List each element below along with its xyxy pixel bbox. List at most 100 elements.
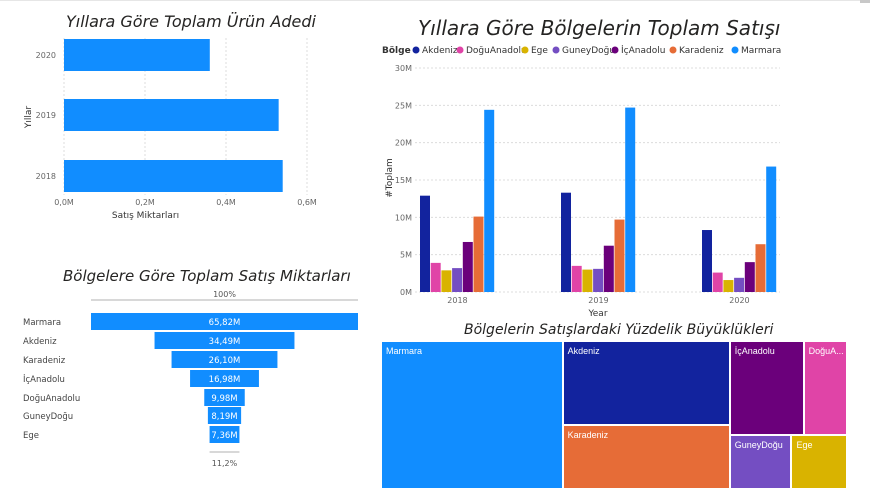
funnel-category-label: Marmara	[23, 318, 61, 328]
top-border	[0, 0, 870, 1]
legend-label-DoğuAnadolu: DoğuAnadolu	[466, 46, 527, 56]
legend-label-İçAnadolu: İçAnadolu	[621, 45, 665, 56]
y-axis-label: Yıllar	[24, 106, 34, 130]
column-GuneyDoğu-2019[interactable]	[593, 268, 604, 292]
column-Akdeniz-2020[interactable]	[702, 230, 712, 292]
y-axis-label: #Toplam	[385, 158, 395, 198]
funnel-chart[interactable]: 100% 65,82M Marmara 34,49M Akdeniz 26,10M Kara…	[0, 283, 370, 473]
column-Karadeniz-2019[interactable]	[614, 219, 625, 292]
bar-2019[interactable]	[64, 99, 279, 131]
treemap-chart-title: Bölgelerin Satışlardaki Yüzdelik Büyüklü…	[464, 322, 774, 338]
column-İçAnadolu-2020[interactable]	[744, 262, 755, 292]
x-axis-label: Satış Miktarları	[112, 211, 179, 221]
y-tick-label: 2018	[36, 172, 56, 181]
legend-marker-GuneyDoğu	[552, 46, 560, 54]
column-Marmara-2020[interactable]	[766, 166, 777, 292]
column-Marmara-2019[interactable]	[625, 107, 636, 292]
column-GuneyDoğu-2020[interactable]	[734, 277, 745, 292]
funnel-value-label: 8,19M	[211, 412, 237, 422]
funnel-bar-GuneyDoğu[interactable]	[207, 407, 242, 424]
legend-label-GuneyDoğu: GuneyDoğu	[562, 46, 615, 56]
column-DoğuAnadolu-2019[interactable]	[571, 265, 582, 292]
treemap-cell-Akdeniz[interactable]: Akdeniz	[562, 341, 730, 426]
funnel-value-label: 16,98M	[209, 375, 241, 385]
funnel-category-label: GuneyDoğu	[23, 412, 73, 422]
column-Akdeniz-2018[interactable]	[420, 195, 430, 292]
x-tick-label: 0,4M	[216, 198, 236, 207]
y-tick-label: 5M	[400, 251, 412, 260]
legend-label-Marmara: Marmara	[741, 46, 781, 56]
x-tick-label: 0,6M	[297, 198, 317, 207]
units-chart-title: Yıllara Göre Toplam Ürün Adedi	[66, 12, 316, 31]
x-tick-label: 0,0M	[54, 198, 74, 207]
x-tick-label: 2020	[729, 296, 749, 305]
funnel-bar-Marmara[interactable]	[91, 313, 358, 330]
funnel-bar-Akdeniz[interactable]	[154, 332, 295, 349]
y-tick-label: 10M	[395, 213, 412, 222]
x-tick-label: 2019	[588, 296, 608, 305]
column-İçAnadolu-2018[interactable]	[462, 241, 473, 292]
funnel-category-label: Akdeniz	[23, 337, 57, 347]
column-Karadeniz-2020[interactable]	[755, 244, 766, 292]
y-tick-label: 30M	[395, 64, 412, 73]
funnel-bottom-percent: 11,2%	[212, 459, 238, 468]
window-handle[interactable]	[860, 0, 870, 3]
treemap-cell-Marmara[interactable]: Marmara	[381, 341, 563, 489]
y-tick-label: 2020	[36, 51, 56, 60]
y-tick-label: 15M	[395, 176, 412, 185]
treemap-label: Ege	[796, 439, 813, 450]
legend-label-Akdeniz: Akdeniz	[422, 46, 458, 56]
x-tick-label: 0,2M	[135, 198, 155, 207]
treemap-cell-Ege[interactable]: Ege	[791, 434, 847, 489]
treemap-label: DoğuA...	[808, 346, 844, 356]
treemap-label: İçAnadolu	[734, 346, 775, 356]
treemap-cell-Karadeniz[interactable]: Karadeniz	[562, 425, 730, 489]
x-axis-label: Year	[587, 309, 607, 319]
y-tick-label: 0M	[400, 288, 412, 297]
funnel-value-label: 65,82M	[209, 318, 241, 328]
treemap-label: Karadeniz	[567, 430, 609, 441]
treemap-label: GuneyDoğu	[734, 439, 783, 450]
column-Ege-2018[interactable]	[441, 270, 452, 292]
treemap-chart[interactable]: Marmara Akdeniz Karadeniz İçAnadolu DoğuA...…	[381, 341, 847, 489]
column-Akdeniz-2019[interactable]	[561, 192, 571, 292]
funnel-bar-Karadeniz[interactable]	[171, 351, 278, 368]
funnel-bar-Ege[interactable]	[209, 426, 240, 443]
column-Ege-2020[interactable]	[723, 280, 734, 292]
legend-marker-Ege	[521, 46, 529, 54]
column-Karadeniz-2018[interactable]	[473, 216, 484, 292]
funnel-category-label: İçAnadolu	[23, 374, 65, 385]
treemap-cell-GuneyDoğu[interactable]: GuneyDoğu	[729, 434, 792, 489]
treemap-cell-İçAnadolu[interactable]: İçAnadolu	[729, 341, 804, 435]
sales-by-region-chart[interactable]: Bölge Akdeniz DoğuAnadolu Ege GuneyDoğu İçAna…	[375, 40, 870, 322]
column-Marmara-2018[interactable]	[484, 109, 495, 293]
legend-title: Bölge	[382, 46, 411, 56]
funnel-chart-title: Bölgelere Göre Toplam Satış Miktarları	[63, 267, 351, 285]
funnel-value-label: 26,10M	[209, 356, 241, 366]
funnel-top-percent: 100%	[213, 290, 236, 299]
legend-marker-Karadeniz	[669, 46, 677, 54]
bar-2020[interactable]	[64, 39, 210, 71]
column-DoğuAnadolu-2020[interactable]	[712, 272, 723, 292]
funnel-value-label: 7,36M	[211, 431, 237, 441]
column-GuneyDoğu-2018[interactable]	[452, 268, 463, 292]
column-Ege-2019[interactable]	[582, 269, 593, 292]
legend-marker-Akdeniz	[412, 46, 420, 54]
column-İçAnadolu-2019[interactable]	[603, 245, 614, 292]
funnel-bar-İçAnadolu[interactable]	[190, 370, 259, 387]
y-tick-label: 20M	[395, 139, 412, 148]
units-by-year-chart[interactable]: 0,0M 0,2M 0,4M 0,6M 2020 2019 2018 Satış Miktar…	[0, 30, 340, 225]
funnel-category-label: Karadeniz	[23, 356, 66, 366]
treemap-label: Marmara	[386, 346, 423, 356]
legend-marker-İçAnadolu	[611, 46, 619, 54]
funnel-value-label: 9,98M	[211, 394, 237, 404]
column-DoğuAnadolu-2018[interactable]	[430, 262, 441, 292]
x-tick-label: 2018	[447, 296, 467, 305]
funnel-bar-DoğuAnadolu[interactable]	[204, 389, 245, 406]
bar-2018[interactable]	[64, 160, 283, 192]
funnel-category-label: Ege	[23, 431, 39, 441]
funnel-category-label: DoğuAnadolu	[23, 394, 80, 404]
treemap-cell-DoğuAnadolu[interactable]: DoğuA...	[803, 341, 847, 435]
treemap-label: Akdeniz	[567, 346, 600, 356]
sales-chart-title: Yıllara Göre Bölgelerin Toplam Satışı	[418, 16, 781, 40]
